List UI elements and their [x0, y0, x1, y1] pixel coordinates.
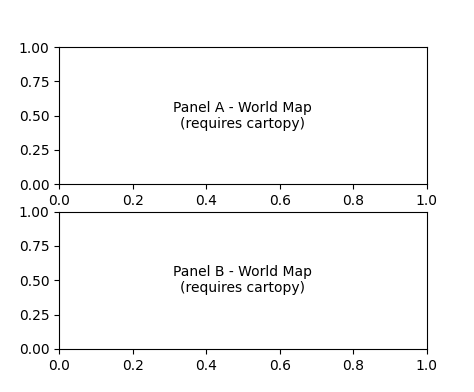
- Text: Panel A - World Map
(requires cartopy): Panel A - World Map (requires cartopy): [173, 100, 312, 131]
- Text: Panel B - World Map
(requires cartopy): Panel B - World Map (requires cartopy): [173, 265, 312, 296]
